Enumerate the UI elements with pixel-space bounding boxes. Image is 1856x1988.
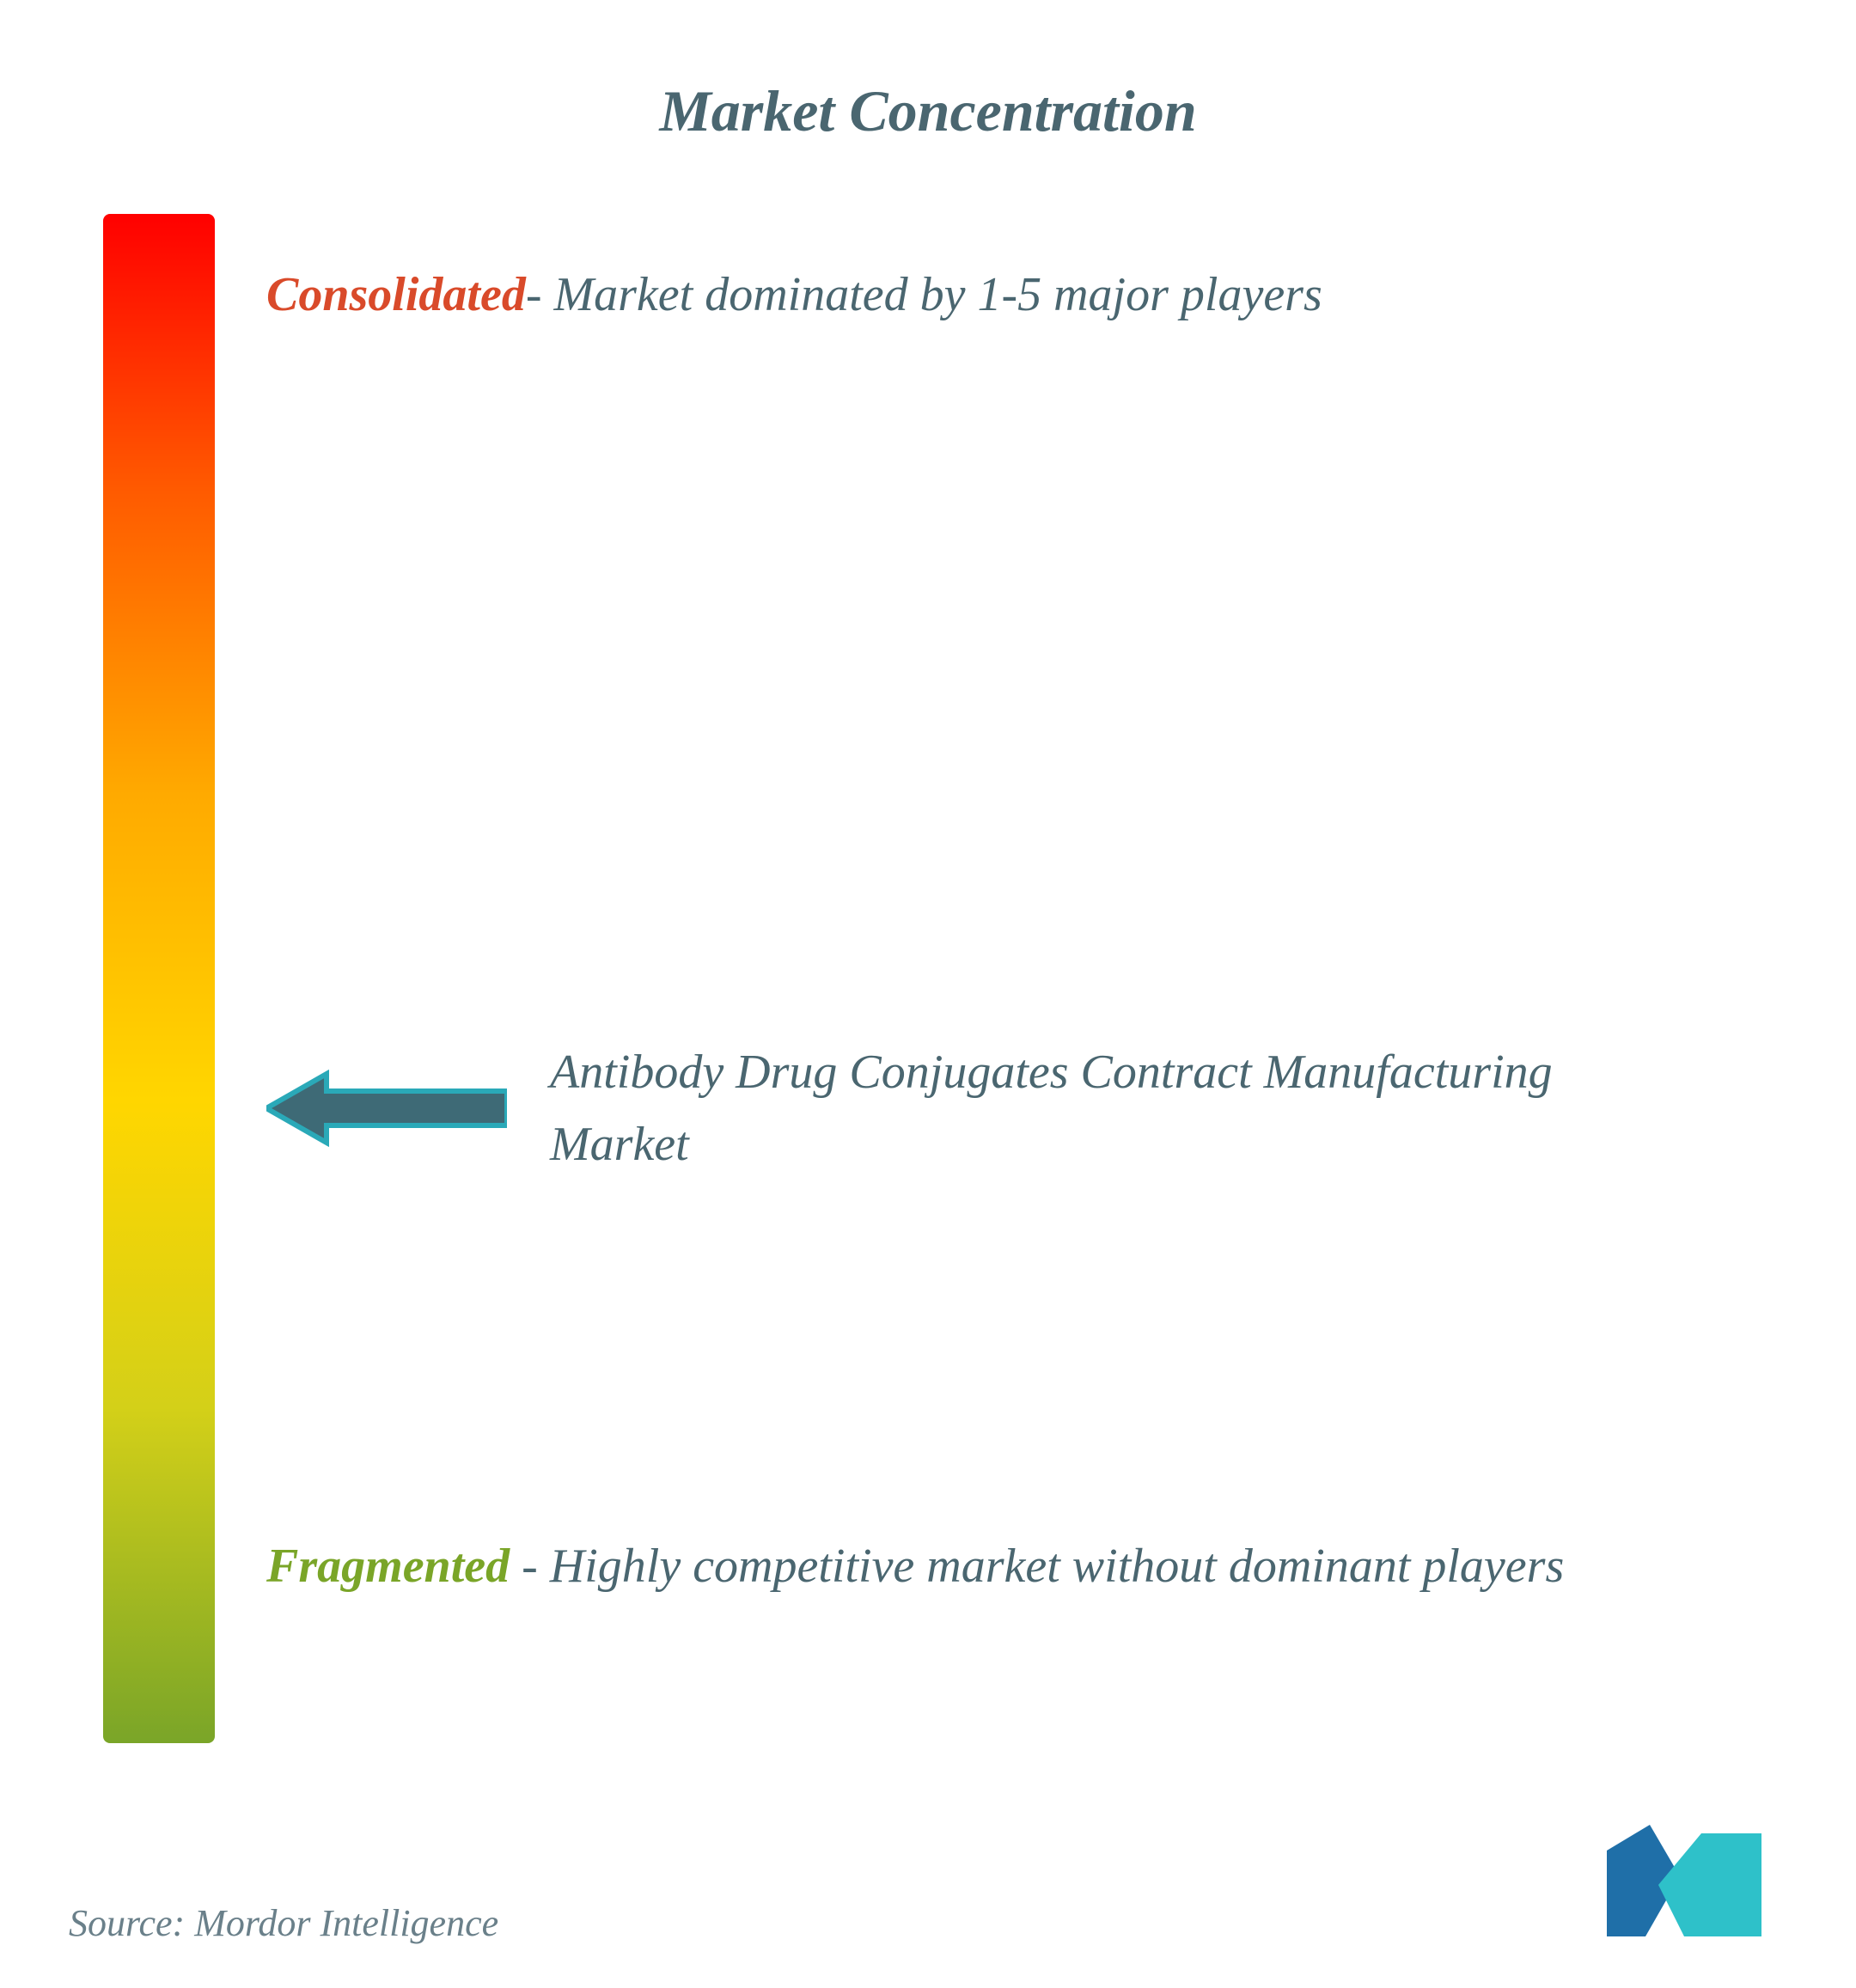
consolidated-keyword: Consolidated [266,268,526,321]
labels-area: Consolidated- Market dominated by 1-5 ma… [266,214,1787,1743]
concentration-gradient-bar [103,214,215,1743]
source-attribution: Source: Mordor Intelligence [69,1901,498,1945]
mordor-logo-icon [1598,1825,1770,1945]
consolidated-rest: - Market dominated by 1-5 major players [526,268,1322,321]
market-name-label: Antibody Drug Conjugates Contract Manufa… [550,1036,1667,1180]
fragmented-rest: - Highly competitive market without domi… [510,1540,1564,1593]
content-wrapper: Consolidated- Market dominated by 1-5 ma… [69,214,1787,1743]
market-pointer: Antibody Drug Conjugates Contract Manufa… [266,1036,1667,1180]
consolidated-label: Consolidated- Market dominated by 1-5 ma… [266,257,1719,334]
fragmented-label: Fragmented - Highly competitive market w… [266,1528,1719,1606]
chart-title: Market Concentration [69,77,1787,145]
fragmented-keyword: Fragmented [266,1540,510,1593]
arrow-left-icon [266,1065,507,1151]
